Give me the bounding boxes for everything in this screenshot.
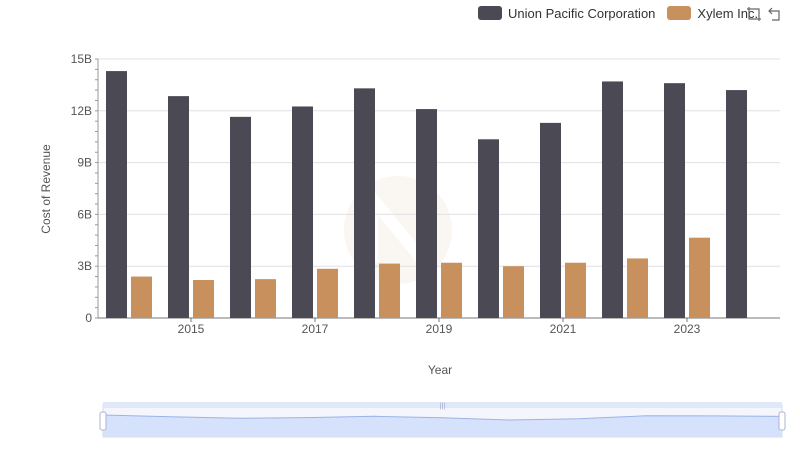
bar-series xyxy=(106,71,747,319)
bar-union-pacific-2021[interactable] xyxy=(540,122,561,319)
bar-xylem-2019[interactable] xyxy=(441,262,462,318)
datazoom-preview-line xyxy=(102,414,783,421)
legend-label-xylem: Xylem Inc. xyxy=(697,5,759,21)
datazoom-drag-grip[interactable]: ||| xyxy=(440,403,446,410)
bar-union-pacific-2018[interactable] xyxy=(354,88,375,318)
bar-xylem-2017[interactable] xyxy=(317,268,338,318)
chart-legend: Union Pacific Corporation Xylem Inc. xyxy=(478,4,758,22)
bar-xylem-2022[interactable] xyxy=(627,258,648,318)
chart-toolbox xyxy=(746,6,784,22)
datazoom-handle-left[interactable] xyxy=(99,411,107,431)
datazoom-handle-right[interactable] xyxy=(778,411,786,431)
y-axis: 0 3B 6B 9B 12B 15B xyxy=(71,52,99,325)
bar-xylem-2018[interactable] xyxy=(379,263,400,318)
bar-union-pacific-2022[interactable] xyxy=(602,81,623,319)
zoom-select-icon[interactable] xyxy=(746,6,762,22)
x-axis: 2015 2017 2019 2021 2023 xyxy=(98,317,780,336)
y-tick-label: 9B xyxy=(77,156,92,170)
bar-xylem-2020[interactable] xyxy=(503,266,524,318)
x-tick-label: 2017 xyxy=(302,322,329,336)
y-tick-label: 3B xyxy=(77,259,92,273)
bar-union-pacific-2016[interactable] xyxy=(230,116,251,319)
bar-union-pacific-2015[interactable] xyxy=(168,96,189,318)
bar-union-pacific-2017[interactable] xyxy=(292,106,313,318)
x-tick-label: 2019 xyxy=(426,322,453,336)
bar-union-pacific-2019[interactable] xyxy=(416,109,437,318)
restore-icon[interactable] xyxy=(768,6,784,22)
y-tick-label: 6B xyxy=(77,207,92,221)
legend-item-union-pacific[interactable]: Union Pacific Corporation xyxy=(478,6,655,21)
y-axis-title: Cost of Revenue xyxy=(39,144,53,234)
datazoom-slider[interactable]: ||| xyxy=(99,402,786,438)
legend-swatch-xylem xyxy=(667,6,692,20)
bar-union-pacific-2024[interactable] xyxy=(726,90,747,318)
y-tick-label: 12B xyxy=(71,104,92,118)
y-tick-label: 15B xyxy=(71,52,92,66)
datazoom-preview-area xyxy=(103,415,782,437)
bar-xylem-2023[interactable] xyxy=(689,237,710,318)
legend-label-union-pacific: Union Pacific Corporation xyxy=(508,5,656,21)
legend-item-xylem[interactable]: Xylem Inc. xyxy=(667,6,758,21)
x-axis-title: Year xyxy=(428,363,452,377)
bar-union-pacific-2023[interactable] xyxy=(664,83,685,318)
bar-xylem-2015[interactable] xyxy=(193,280,214,318)
legend-swatch-union-pacific xyxy=(478,6,502,20)
y-tick-label: 0 xyxy=(85,311,92,325)
bar-xylem-2021[interactable] xyxy=(565,262,586,318)
bar-xylem-2014[interactable] xyxy=(131,276,152,318)
x-tick-label: 2015 xyxy=(178,322,205,336)
x-tick-label: 2021 xyxy=(550,322,577,336)
x-tick-label: 2023 xyxy=(674,322,701,336)
bar-union-pacific-2014[interactable] xyxy=(106,71,127,318)
bar-union-pacific-2020[interactable] xyxy=(478,139,499,318)
bar-xylem-2016[interactable] xyxy=(255,279,276,318)
datazoom-selection-bar[interactable] xyxy=(103,402,782,408)
